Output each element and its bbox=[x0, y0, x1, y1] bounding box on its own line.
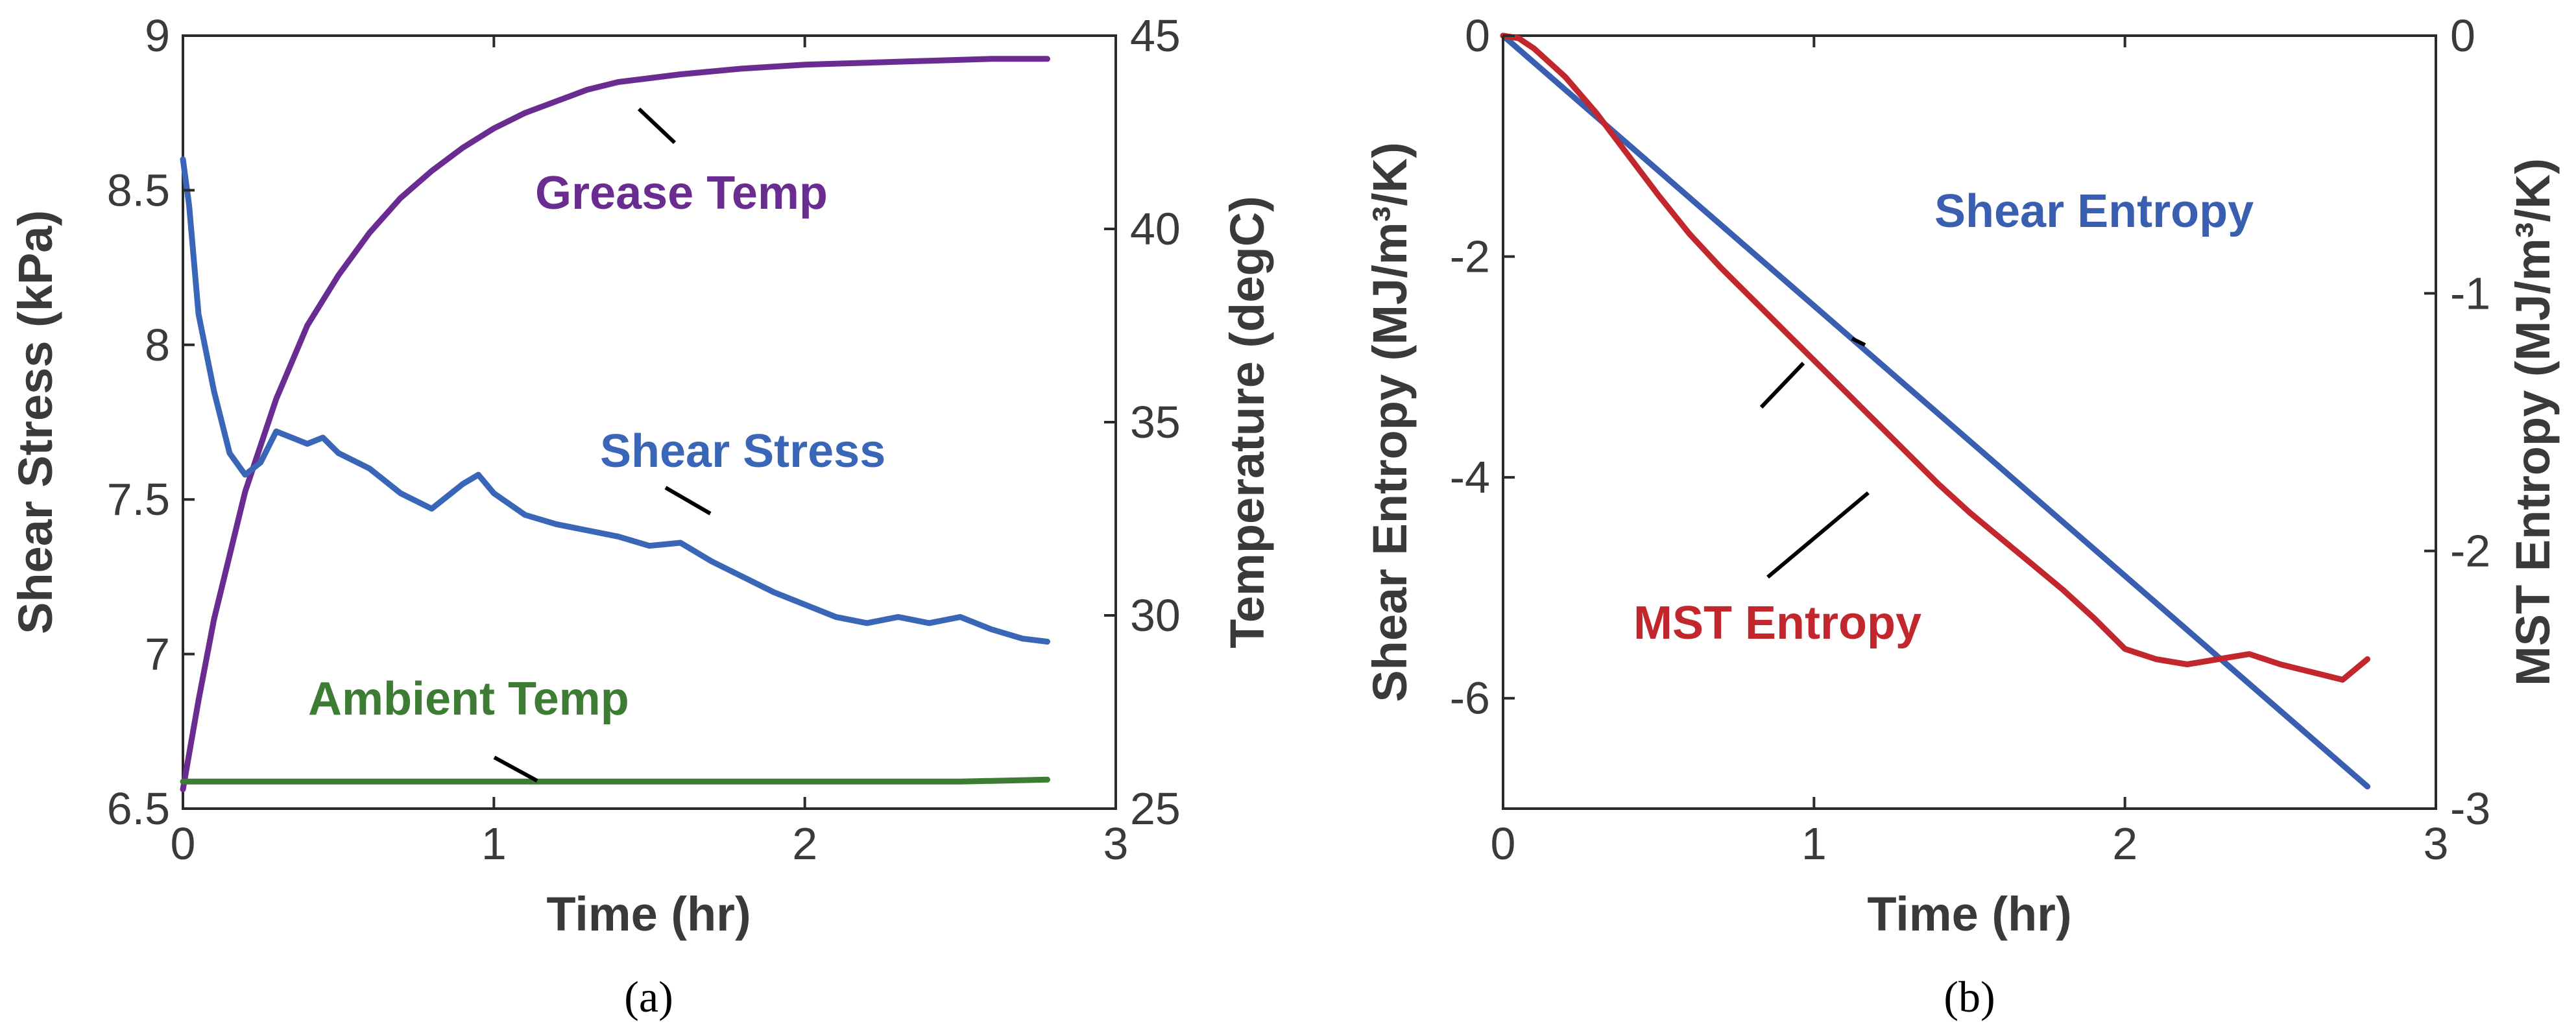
y-axis-label-a: Shear Stress (kPa) bbox=[8, 210, 62, 634]
y2-tick-label: 0 bbox=[2450, 10, 2475, 61]
leader-grease-temp bbox=[637, 107, 677, 145]
x-tick-label: 0 bbox=[171, 818, 196, 869]
panel-label-a: (a) bbox=[624, 972, 673, 1021]
x-tick-label: 1 bbox=[1801, 818, 1827, 869]
y-tick-label: -2 bbox=[1450, 232, 1490, 282]
x-tick-label: 2 bbox=[792, 818, 817, 869]
y2-tick-label: 30 bbox=[1130, 590, 1181, 641]
annotation-shear-stress: Shear Stress bbox=[600, 425, 885, 477]
series-line-shear-entropy bbox=[1500, 32, 2370, 790]
plot-area-b bbox=[1502, 34, 2437, 810]
x-tick-label: 0 bbox=[1491, 818, 1516, 869]
x-axis-label-b: Time (hr) bbox=[1867, 887, 2071, 941]
leader-shear-entropy-top bbox=[1851, 337, 1866, 347]
y2-tick-label: -1 bbox=[2450, 268, 2490, 318]
annotation-grease-temp: Grease Temp bbox=[535, 167, 828, 219]
series-line-ambient-temp bbox=[180, 776, 1050, 785]
y-tick-label: -6 bbox=[1450, 673, 1490, 724]
x-tick-label: 1 bbox=[481, 818, 507, 869]
x-tick-label: 2 bbox=[2112, 818, 2137, 869]
chart-panel-b: 0 -2 -4 -6 0 -1 -2 -3 0 1 2 3 Shear Entropy MST E… bbox=[1363, 10, 2560, 1021]
panel-label-b: (b) bbox=[1944, 972, 1995, 1021]
annotation-ambient-temp: Ambient Temp bbox=[308, 673, 629, 725]
y-tick-label: 6.5 bbox=[107, 783, 170, 834]
y-tick-label: 8.5 bbox=[107, 165, 170, 215]
x-axis-label-a: Time (hr) bbox=[546, 887, 751, 941]
x-tick-label: 3 bbox=[1103, 818, 1129, 869]
chart-panel-a: 6.5 7 7.5 8 8.5 9 25 30 35 40 45 0 1 2 3 Grease Temp… bbox=[8, 10, 1274, 1021]
y-tick-label: 9 bbox=[145, 10, 170, 61]
y2-tick-label: 40 bbox=[1130, 204, 1181, 254]
leader-shear-entropy bbox=[1759, 361, 1805, 409]
leader-mst-entropy bbox=[1766, 491, 1870, 579]
annotation-mst-entropy: MST Entropy bbox=[1633, 597, 1921, 649]
series-line-grease-temp bbox=[180, 56, 1050, 792]
y2-tick-label: -3 bbox=[2450, 783, 2490, 834]
y-tick-label: -4 bbox=[1450, 452, 1490, 503]
y2-tick-label: 25 bbox=[1130, 783, 1181, 834]
y2-tick-label: -2 bbox=[2450, 526, 2490, 576]
y2-axis-label-b: MST Entropy (MJ/m³/K) bbox=[2506, 158, 2560, 686]
y2-axis-label-a: Temperature (degC) bbox=[1220, 196, 1274, 648]
y-tick-label: 7 bbox=[145, 629, 170, 680]
y-tick-label: 7.5 bbox=[107, 474, 170, 525]
series-line-shear-stress bbox=[180, 156, 1050, 645]
y-tick-label: 0 bbox=[1465, 10, 1490, 61]
y-axis-label-b: Shear Entropy (MJ/m³/K) bbox=[1363, 142, 1417, 702]
y-tick-label: 8 bbox=[145, 320, 170, 370]
y2-tick-label: 45 bbox=[1130, 10, 1181, 61]
x-tick-label: 3 bbox=[2424, 818, 2449, 869]
y2-tick-label: 35 bbox=[1130, 397, 1181, 447]
annotation-shear-entropy: Shear Entropy bbox=[1934, 185, 2254, 237]
leader-shear-stress bbox=[664, 486, 712, 516]
series-line-mst-entropy bbox=[1500, 32, 2370, 683]
leader-ambient-temp bbox=[493, 755, 538, 783]
